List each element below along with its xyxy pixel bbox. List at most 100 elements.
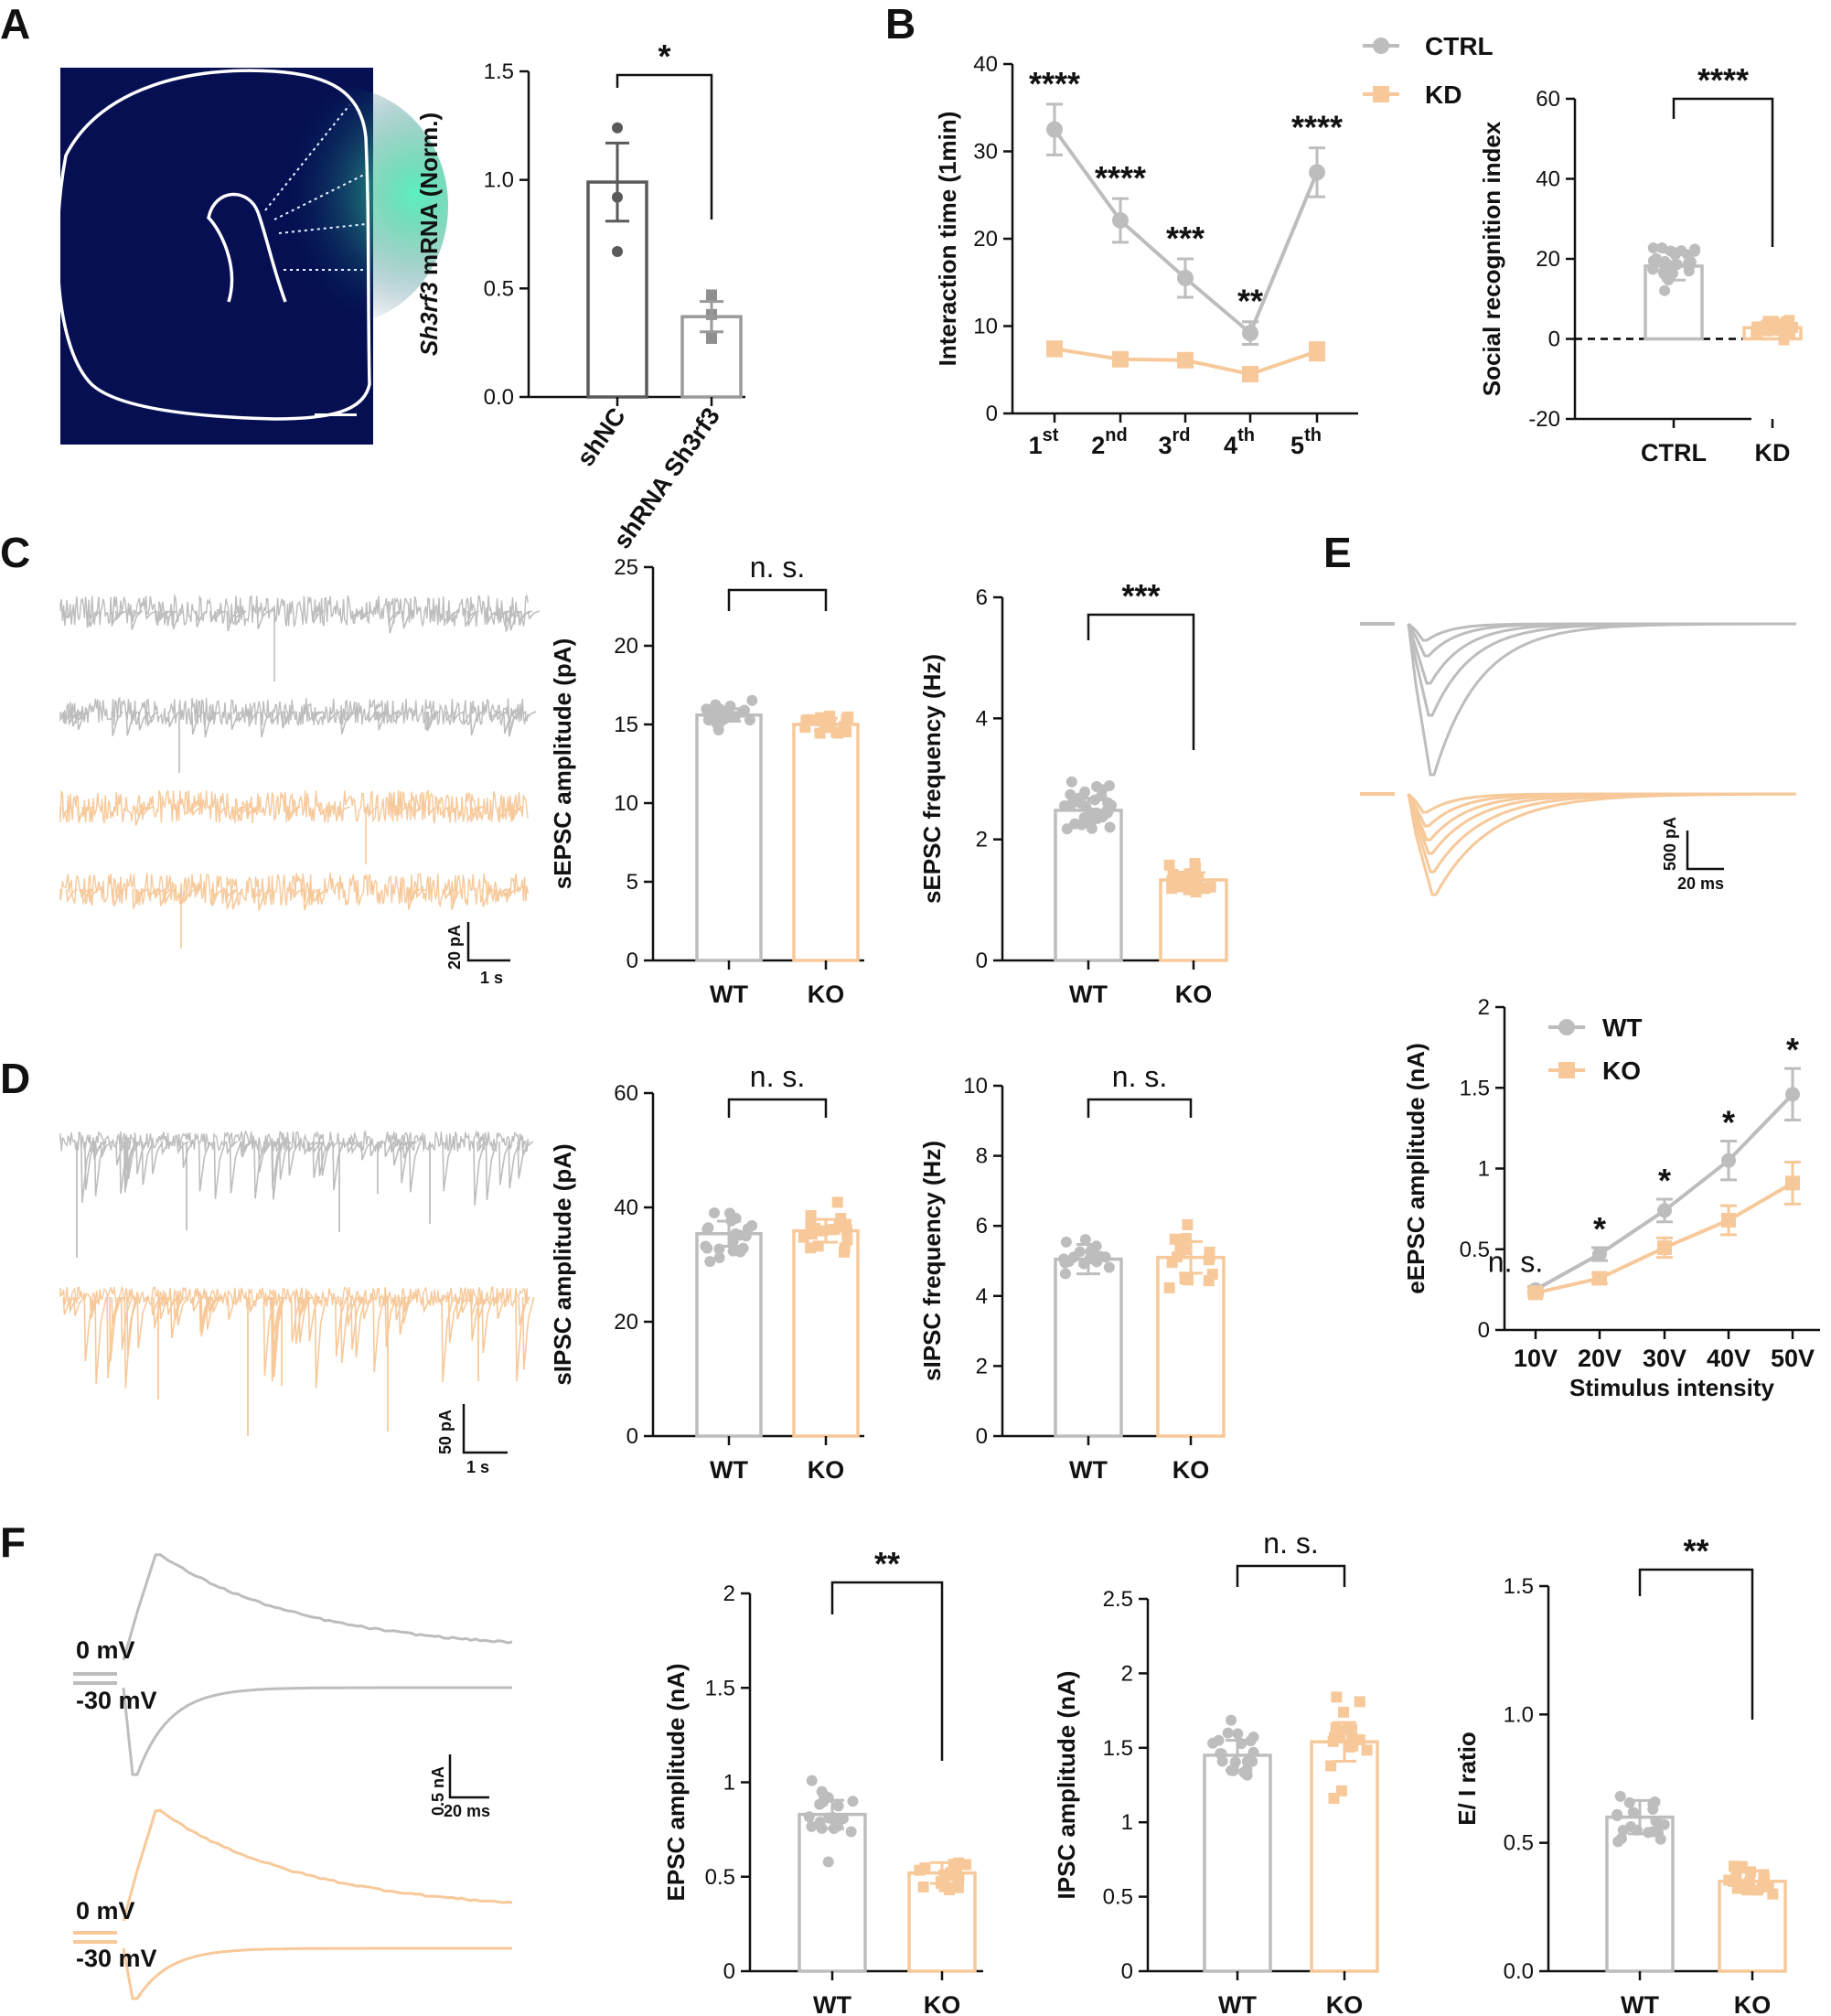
trace-c-wt-2-event [247, 711, 260, 729]
trace-c-ko-1-event [318, 806, 331, 816]
trace-c-wt-2-event [524, 711, 537, 721]
trace-c-ko-1-event [183, 806, 196, 817]
brain-section-image [56, 68, 448, 445]
d-freq-y-axis-label: sIPSC frequency (Hz) [918, 1141, 946, 1381]
scalebar-f-x: 20 ms [444, 1802, 490, 1820]
b-index-sig-label: **** [1697, 61, 1749, 99]
trace-d-wt-event [119, 1141, 132, 1195]
trace-c-ko-1-event [234, 806, 247, 817]
trace-d-ko-event [270, 1296, 284, 1382]
b-interaction-point-KD [1046, 340, 1063, 358]
b-interaction-point-CTRL [1112, 211, 1129, 229]
b-interaction-x-label-base: 4 [1224, 432, 1237, 459]
trace-c-wt-2-event [77, 711, 90, 723]
d-amp-sig-bracket [727, 1098, 828, 1118]
legend-ko-label: KO [1602, 1056, 1641, 1085]
trace-c-wt-1-event [88, 610, 102, 627]
trace-d-wt-event [135, 1141, 148, 1174]
trace-c-ko-2-event [225, 888, 238, 909]
f-epsc-sig-bracket [830, 1581, 944, 1761]
a-mrna-sig-label: * [658, 38, 670, 75]
trace-c-ko-2-event [210, 888, 224, 906]
panel-label-d: D [0, 1055, 30, 1102]
trace-d-wt-event [93, 1141, 107, 1196]
trace-c-ko-2-event [308, 888, 322, 899]
d-freq-chart: 0 2 4 6 8 10 sIPSC frequency (Hz) WT KO n. s. [918, 1060, 1226, 1484]
trace-c-wt-1-event [158, 610, 171, 622]
trace-c-ko-1-event [367, 806, 380, 818]
trace-c-wt-2-event [469, 711, 483, 736]
b-index-y-tick-label: 40 [1536, 167, 1560, 192]
trace-c-wt-2-event [452, 711, 465, 723]
trace-c-wt-1-event [349, 610, 362, 621]
trace-d-ko-event [339, 1296, 353, 1364]
trace-d-ko-event [334, 1296, 348, 1357]
trace-c-ko-2-event [147, 888, 160, 898]
b-index-category-0: CTRL [1641, 439, 1707, 466]
trace-d-ko-event [398, 1296, 412, 1335]
trace-c-wt-1-event [388, 610, 401, 634]
trace-c-ko-1-event [191, 806, 204, 817]
trace-c-ko-2-event [506, 888, 519, 901]
f-ei-point [1627, 1807, 1639, 1818]
trace-c-wt-2-event [375, 711, 388, 722]
f-ipsc-point [1216, 1755, 1228, 1767]
trace-d-wt-event [498, 1141, 511, 1185]
f-ipsc-chart: 0 0.5 1 1.5 2 2.5 IPSC amplitude (nA) WT KO n. s. [1053, 1527, 1379, 2016]
b-index-category-1: KD [1755, 439, 1791, 466]
d-freq-bar-0 [1054, 1257, 1123, 1438]
e-eepsc-point-WT [1785, 1087, 1800, 1102]
trace-d-ko-event [158, 1296, 172, 1320]
trace-d-ko-event [441, 1296, 454, 1383]
f-epsc-point [917, 1881, 929, 1893]
f-ei-point [1614, 1790, 1626, 1802]
b-interaction-y-tick-label: 0 [986, 402, 998, 426]
trace-d-ko-event [176, 1296, 189, 1326]
legend-wt-label: WT [1602, 1013, 1643, 1042]
b-interaction-point-CTRL [1046, 121, 1063, 138]
trace-c-wt-2-event [203, 711, 217, 738]
trace-d-ko-event [123, 1296, 137, 1389]
b-interaction-point-KD [1242, 366, 1258, 383]
c-amp-point [744, 714, 755, 726]
c-freq-y-tick-label: 0 [976, 949, 988, 973]
b-interaction-x-label-1: 2nd [1091, 425, 1127, 459]
f-epsc-category-1: KO [924, 1991, 961, 2016]
trace-f-wt-inward [122, 1686, 512, 1776]
trace-d-wt [59, 1130, 534, 1206]
trace-d-wt-event [476, 1141, 489, 1153]
trace-c-wt-1-event [209, 610, 222, 624]
c-amp-y-tick-label: 0 [626, 949, 638, 973]
b-interaction-sig-3: ** [1237, 283, 1263, 320]
trace-c-wt-2-event [271, 711, 284, 725]
trace-c-ko-1-event [509, 806, 523, 819]
trace-d-wt-event [398, 1141, 411, 1153]
c-amp-y-tick-label: 5 [626, 870, 638, 895]
trace-d-wt-event [181, 1141, 195, 1168]
b-interaction-sig-2: *** [1166, 220, 1205, 257]
f-ipsc-y-tick-label: 1.5 [1103, 1736, 1133, 1761]
scalebar-d-x: 1 s [466, 1458, 489, 1476]
trace-c-ko-1-event [411, 806, 424, 818]
trace-c-wt-1-event [519, 610, 533, 620]
e-eepsc-sig-1: * [1593, 1210, 1606, 1248]
trace-d-wt-event [257, 1141, 271, 1173]
trace-c-wt-2-event [394, 711, 407, 721]
section-outline [56, 69, 371, 421]
f-epsc-category-0: WT [813, 1991, 851, 2016]
f-epsc-point [953, 1871, 965, 1883]
f-ipsc-bar-0 [1203, 1753, 1272, 1973]
c-amp-y-tick-label: 25 [614, 555, 638, 580]
legend-ko-marker [1558, 1062, 1575, 1078]
trace-d-ko-noise [59, 1285, 529, 1310]
trace-c-wt-1-event [234, 610, 247, 626]
f-epsc-point [806, 1820, 818, 1832]
b-interaction-x-label-sup: th [1237, 425, 1255, 445]
e-eepsc-sig-3: * [1722, 1103, 1735, 1141]
b-interaction-x-label-3: 4th [1224, 425, 1255, 459]
d-amp-point [831, 1196, 843, 1208]
scalebar-f-lines [448, 1754, 489, 1799]
e-eepsc-chart: 0 0.5 1 1.5 2 eEPSC amplitude (nA) 10V 20V 30V 40… [1402, 995, 1820, 1401]
trace-c-ko-2-event [112, 888, 125, 907]
wt-voltage-0mv: 0 mV [76, 1636, 135, 1664]
